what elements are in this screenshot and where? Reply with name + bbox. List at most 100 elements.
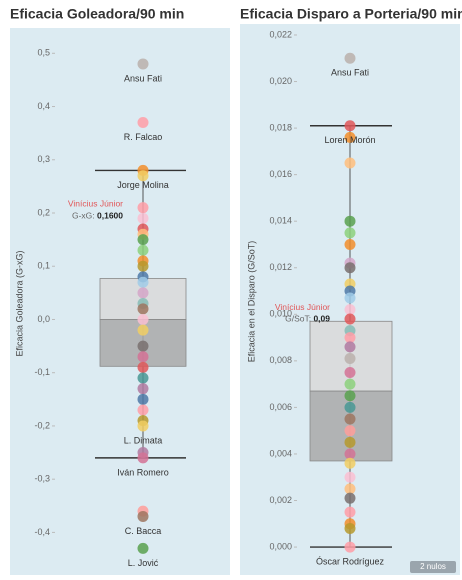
y-tick-label: 0,000 [269, 541, 292, 551]
y-tick-label: 0,4 [37, 101, 50, 111]
point-label: R. Falcao [124, 132, 163, 142]
player-dot [344, 157, 356, 169]
player-dot [344, 227, 356, 239]
y-tick-label: -0,4 [34, 527, 50, 537]
y-tick-label: 0,5 [37, 48, 50, 58]
y-tick-label: -0,1 [34, 367, 50, 377]
y-tick-label: 0,016 [269, 169, 292, 179]
player-dot [137, 351, 149, 363]
player-dot [344, 436, 356, 448]
annotation-metric: G-xG: [72, 211, 95, 221]
y-tick-label: 0,022 [269, 29, 292, 39]
player-dot [344, 292, 356, 304]
player-dot [137, 383, 149, 395]
y-tick-label: 0,010 [269, 309, 292, 319]
y-tick-label: 0,012 [269, 262, 292, 272]
point-label: L. Dimata [124, 435, 163, 445]
player-dot [344, 332, 356, 344]
player-dot [344, 541, 356, 553]
player-dot [344, 313, 356, 325]
player-dot [344, 457, 356, 469]
chart-title: Eficacia Goleadora/90 min [10, 6, 184, 22]
y-tick-label: 0,1 [37, 261, 50, 271]
point-label: C. Bacca [125, 526, 162, 536]
player-dot [344, 304, 356, 316]
point-label: Loren Morón [324, 135, 375, 145]
player-dot [344, 366, 356, 378]
y-tick-label: -0,3 [34, 474, 50, 484]
y-axis-label: Eficacia en el Disparo (G/SoT) [246, 241, 256, 363]
player-dot [137, 244, 149, 256]
player-dot [344, 492, 356, 504]
point-label: L. Jović [128, 558, 159, 568]
player-dot [137, 234, 149, 246]
player-dot [137, 117, 149, 128]
player-dot [344, 471, 356, 483]
annotation-text: G/SoT: 0,09 [285, 314, 330, 324]
player-dot [137, 340, 149, 352]
player-dot [137, 324, 149, 336]
player-dot [344, 131, 356, 143]
player-dot [137, 420, 149, 432]
point-label: Óscar Rodríguez [316, 556, 385, 566]
point-label: Iván Romero [117, 467, 169, 477]
y-tick-label: 0,018 [269, 122, 292, 132]
player-dot [137, 58, 149, 70]
player-dot [344, 483, 356, 495]
annotation-title: Vinícius Júnior [68, 199, 123, 209]
player-dot [344, 390, 356, 402]
annotation-value: 0,1600 [97, 211, 123, 221]
y-tick-label: 0,002 [269, 495, 292, 505]
player-dot [344, 378, 356, 390]
player-dot [344, 425, 356, 437]
y-tick-label: 0,3 [37, 154, 50, 164]
player-dot [137, 202, 149, 214]
player-dot [137, 393, 149, 405]
player-dot [344, 120, 356, 132]
player-dot [137, 361, 149, 373]
player-dot [137, 452, 149, 464]
chart-title: Eficacia Disparo a Porteria/90 min [240, 6, 462, 22]
player-dot [137, 212, 149, 224]
point-label: Ansu Fati [331, 68, 369, 78]
player-dot [344, 522, 356, 534]
y-axis-label: Eficacia Goleadora (G-xG) [14, 250, 24, 356]
y-tick-label: -0,2 [34, 420, 50, 430]
player-dot [137, 510, 149, 522]
player-dot [137, 303, 149, 315]
player-dot [344, 448, 356, 460]
player-dot [344, 413, 356, 425]
player-dot [344, 262, 356, 274]
player-dot [344, 401, 356, 413]
player-dot [137, 404, 149, 416]
player-dot [344, 353, 356, 365]
player-dot [137, 313, 149, 325]
annotation-text: G-xG: 0,1600 [72, 211, 123, 221]
player-dot [137, 287, 149, 299]
y-tick-label: 0,2 [37, 207, 50, 217]
player-dot [137, 372, 149, 384]
y-tick-label: 0,0 [37, 314, 50, 324]
player-dot [137, 170, 149, 182]
player-dot [344, 52, 356, 64]
player-dot [137, 276, 149, 288]
annotation-metric: G/SoT: [285, 314, 311, 324]
y-tick-label: 0,008 [269, 355, 292, 365]
annotation-value: 0,09 [313, 314, 330, 324]
annotation-title: Vinícius Júnior [275, 302, 330, 312]
y-tick-label: 0,006 [269, 402, 292, 412]
player-dot [344, 341, 356, 353]
player-dot [137, 260, 149, 272]
player-dot [344, 215, 356, 227]
player-dot [344, 506, 356, 518]
y-tick-label: 0,004 [269, 448, 292, 458]
point-label: Ansu Fati [124, 73, 162, 83]
player-dot [137, 542, 149, 554]
y-tick-label: 0,020 [269, 76, 292, 86]
note-text: 2 nulos [420, 562, 446, 571]
note-badge [410, 561, 456, 573]
player-dot [344, 238, 356, 250]
y-tick-label: 0,014 [269, 216, 292, 226]
point-label: Jorge Molina [117, 180, 169, 190]
